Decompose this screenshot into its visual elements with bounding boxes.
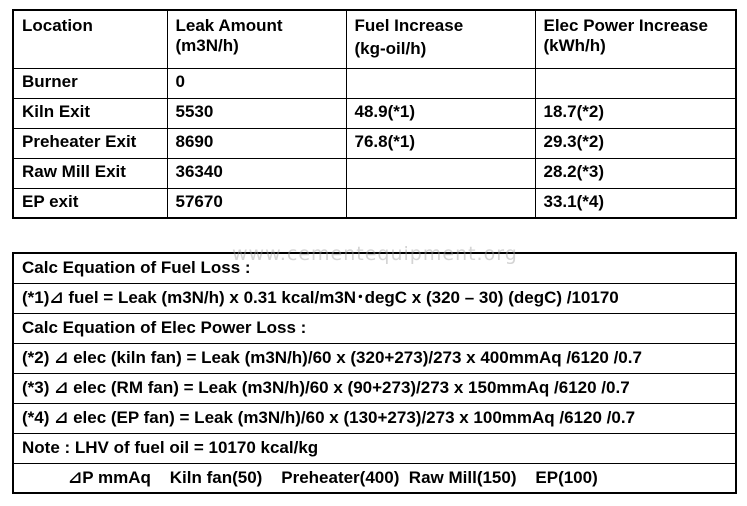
cell-location: Kiln Exit bbox=[12, 97, 168, 129]
cell-elec: 33.1(*4) bbox=[534, 187, 737, 219]
cell-elec: 18.7(*2) bbox=[534, 97, 737, 129]
watermark: www.cementequipment.org bbox=[232, 243, 518, 265]
table-row: Raw Mill Exit 36340 28.2(*3) bbox=[12, 157, 737, 189]
rm-fan-equation: (*3) ⊿ elec (RM fan) = Leak (m3N/h)/60 x… bbox=[12, 372, 737, 404]
cell-fuel bbox=[345, 187, 536, 219]
cell-location: Burner bbox=[12, 67, 168, 99]
cell-leak: 57670 bbox=[166, 187, 347, 219]
cell-leak: 36340 bbox=[166, 157, 347, 189]
equation-table: Calc Equation of Fuel Loss : (*1)⊿ fuel … bbox=[12, 252, 737, 494]
cell-elec: 28.2(*3) bbox=[534, 157, 737, 189]
cell-leak: 8690 bbox=[166, 127, 347, 159]
table-row: EP exit 57670 33.1(*4) bbox=[12, 187, 737, 219]
fuel-equation: (*1)⊿ fuel = Leak (m3N/h) x 0.31 kcal/m3… bbox=[12, 282, 737, 314]
cell-elec: 29.3(*2) bbox=[534, 127, 737, 159]
elec-loss-heading: Calc Equation of Elec Power Loss : bbox=[12, 312, 737, 344]
kiln-fan-equation: (*2) ⊿ elec (kiln fan) = Leak (m3N/h)/60… bbox=[12, 342, 737, 374]
header-fuel-increase: Fuel Increase (kg-oil/h) bbox=[345, 9, 536, 69]
cell-location: Raw Mill Exit bbox=[12, 157, 168, 189]
pressure-values: ⊿P mmAq Kiln fan(50) Preheater(400) Raw … bbox=[12, 462, 737, 494]
leak-table: Location Leak Amount (m3N/h) Fuel Increas… bbox=[12, 9, 737, 219]
header-elec-increase: Elec Power Increase (kWh/h) bbox=[534, 9, 737, 69]
cell-leak: 0 bbox=[166, 67, 347, 99]
cell-location: Preheater Exit bbox=[12, 127, 168, 159]
table-row: Kiln Exit 5530 48.9(*1) 18.7(*2) bbox=[12, 97, 737, 129]
cell-location: EP exit bbox=[12, 187, 168, 219]
cell-leak: 5530 bbox=[166, 97, 347, 129]
ep-fan-equation: (*4) ⊿ elec (EP fan) = Leak (m3N/h)/60 x… bbox=[12, 402, 737, 434]
cell-fuel bbox=[345, 67, 536, 99]
header-leak-amount: Leak Amount (m3N/h) bbox=[166, 9, 347, 69]
header-location: Location bbox=[12, 9, 168, 69]
header-row: Location Leak Amount (m3N/h) Fuel Increas… bbox=[12, 9, 737, 69]
fuel-loss-heading: Calc Equation of Fuel Loss : bbox=[12, 252, 737, 284]
cell-fuel: 48.9(*1) bbox=[345, 97, 536, 129]
table-row: Burner 0 bbox=[12, 67, 737, 99]
table-row: Preheater Exit 8690 76.8(*1) 29.3(*2) bbox=[12, 127, 737, 159]
lhv-note: Note : LHV of fuel oil = 10170 kcal/kg bbox=[12, 432, 737, 464]
cell-fuel: 76.8(*1) bbox=[345, 127, 536, 159]
cell-fuel bbox=[345, 157, 536, 189]
cell-elec bbox=[534, 67, 737, 99]
